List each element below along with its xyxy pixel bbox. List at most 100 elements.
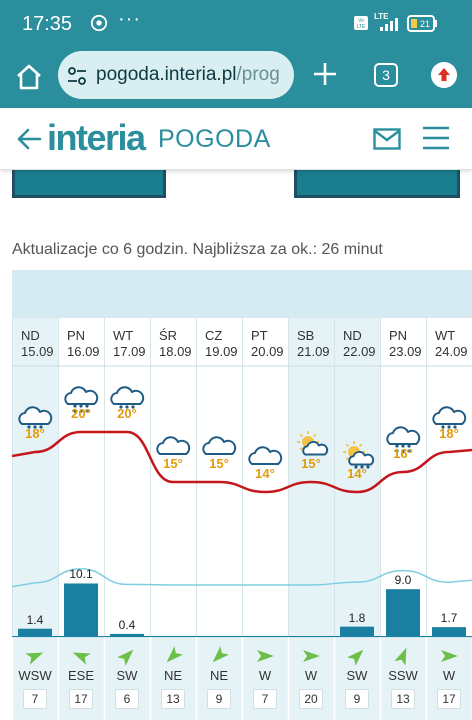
svg-text:Vo: Vo [358, 18, 364, 24]
day-name: CZ [205, 328, 223, 343]
day-date: 17.09 [113, 344, 146, 359]
temperature-label: 14° [255, 466, 275, 481]
wind-arrow-icon [166, 646, 183, 663]
hamburger-menu-icon[interactable] [422, 125, 450, 151]
volte-icon: Vo LTE [354, 16, 368, 30]
wind-speed: 20 [299, 689, 323, 709]
wind-arrow-icon [303, 650, 320, 662]
back-arrow-icon[interactable] [16, 126, 42, 152]
temperature-label: 20° [71, 406, 91, 421]
day-name: PN [389, 328, 408, 343]
update-note: Aktualizacje co 6 godzin. Najbliższa za … [12, 241, 383, 258]
wind-arrow-icon [257, 650, 274, 662]
day-date: 15.09 [21, 344, 54, 359]
cloud-heavy-rain-icon [64, 386, 99, 413]
wind-direction: WSW [18, 668, 52, 683]
wind-speed: 9 [345, 689, 369, 709]
svg-text:21: 21 [420, 19, 430, 29]
tab-switcher-button[interactable]: 3 [374, 63, 398, 87]
wind-direction: ESE [67, 668, 94, 683]
wind-arrow-icon [117, 649, 134, 666]
url-text: pogoda.interia.pl/prog [96, 64, 280, 86]
precipitation-label: 9.0 [394, 573, 412, 588]
day-name: PT [251, 328, 268, 343]
wind-direction: NE [163, 668, 183, 683]
wind-speed: 7 [23, 689, 47, 709]
forecast-chart [12, 318, 472, 720]
update-icon[interactable] [431, 62, 457, 88]
site-settings-icon[interactable] [67, 66, 87, 86]
wind-arrow-icon [394, 647, 407, 666]
new-tab-icon[interactable] [312, 61, 338, 87]
temperature-label: 15° [209, 456, 229, 471]
wind-arrow-icon [72, 652, 91, 665]
promo-banner-left[interactable] [12, 170, 166, 198]
day-date: 18.09 [159, 344, 192, 359]
address-bar[interactable]: pogoda.interia.pl/prog [58, 51, 294, 99]
wind-direction: NE [209, 668, 229, 683]
precipitation-label: 1.7 [440, 611, 458, 626]
mail-icon[interactable] [373, 128, 401, 150]
wind-arrow-icon [25, 652, 44, 665]
url-path: /prog [236, 64, 280, 85]
day-date: 23.09 [389, 344, 422, 359]
notification-more-icon: ··· [118, 8, 141, 30]
wind-arrow-icon [212, 646, 229, 663]
wind-arrow-icon [347, 649, 364, 666]
day-date: 19.09 [205, 344, 238, 359]
day-name: SB [297, 328, 315, 343]
precip-bar [340, 626, 374, 636]
temperature-label: 18° [439, 426, 459, 441]
day-date: 24.09 [435, 344, 468, 359]
day-date: 21.09 [297, 344, 330, 359]
day-name: ŚR [159, 328, 178, 343]
precipitation-label: 1.4 [26, 612, 44, 627]
day-name: PN [67, 328, 86, 343]
status-bar: 17:35 ··· Vo LTE LTE 21 [0, 0, 472, 46]
system-status-icons: Vo LTE LTE 21 [354, 12, 437, 32]
sun-cloud-rain-icon [343, 441, 375, 469]
temperature-label: 14° [347, 466, 367, 481]
precip-bar [432, 627, 466, 636]
wind-arrow-icon [441, 650, 458, 662]
precip-bar [18, 628, 52, 636]
cloud-rain-icon [18, 406, 53, 429]
temperature-label: 16° [393, 446, 413, 461]
cloud-heavy-rain-icon [386, 426, 421, 453]
wind-speed: 9 [207, 689, 231, 709]
battery-icon: 21 [407, 15, 437, 32]
signal-icon: LTE [374, 12, 398, 31]
precip-bar [110, 633, 144, 636]
wind-speed: 13 [161, 689, 185, 709]
network-label: LTE [374, 12, 389, 21]
site-logo[interactable]: interia [47, 117, 146, 158]
svg-text:LTE: LTE [357, 24, 366, 30]
temperature-label: 20° [117, 406, 137, 421]
wind-direction: SW [346, 668, 368, 683]
secondary-curve [12, 568, 472, 588]
wind-speed: 13 [391, 689, 415, 709]
wind-speed: 6 [115, 689, 139, 709]
wind-direction: W [442, 668, 456, 683]
temperature-label: 18° [25, 426, 45, 441]
day-date: 16.09 [67, 344, 100, 359]
precip-bar [386, 589, 420, 636]
day-name: ND [343, 328, 362, 343]
promo-banner-right[interactable] [294, 170, 460, 198]
day-name: WT [435, 328, 456, 343]
day-date: 20.09 [251, 344, 284, 359]
temperature-label: 15° [301, 456, 321, 471]
status-time: 17:35 [22, 13, 73, 35]
cloud-icon [248, 446, 283, 465]
wind-direction: W [304, 668, 318, 683]
wind-direction: W [258, 668, 272, 683]
chrome-icon [90, 14, 108, 32]
precip-bar [64, 583, 98, 636]
wind-direction: SSW [388, 668, 418, 683]
sun-cloud-icon [297, 431, 329, 456]
temperature-label: 15° [163, 456, 183, 471]
url-host: pogoda.interia.pl [96, 64, 237, 85]
home-icon[interactable] [14, 62, 44, 92]
precipitation-label: 1.8 [348, 610, 366, 625]
